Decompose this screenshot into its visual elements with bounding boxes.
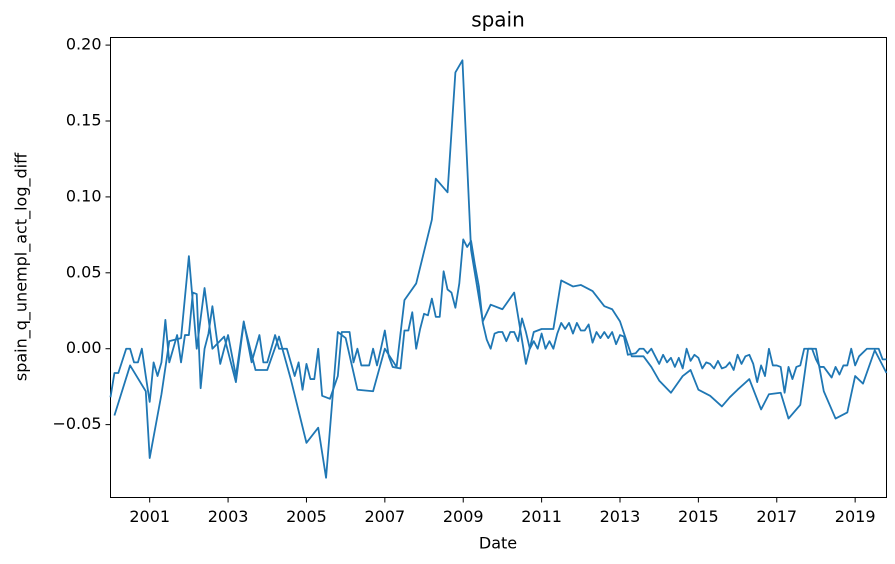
y-tick-label: 0.20 [66,35,102,54]
x-tick-label: 2015 [678,507,719,526]
y-tick-label: 0.15 [66,110,102,129]
y-tick-label: 0.10 [66,186,102,205]
x-tick-label: 2007 [364,507,405,526]
line-series [113,59,888,479]
chart-title: spain [471,8,525,32]
x-tick-label: 2017 [756,507,797,526]
x-tick-label: 2001 [129,507,170,526]
x-tick-label: 2003 [208,507,249,526]
x-axis-label: Date [479,534,517,553]
y-tick-label: 0.05 [66,262,102,281]
x-tick-label: 2009 [443,507,484,526]
line-series [109,238,887,403]
x-tick-label: 2019 [835,507,876,526]
x-tick-label: 2013 [600,507,641,526]
x-tick-label: 2011 [521,507,562,526]
y-axis-label: spain_q_unempl_act_log_diff [12,152,32,381]
y-tick-label: −0.05 [52,414,101,433]
x-tick-label: 2005 [286,507,327,526]
y-tick-label: 0.00 [66,338,102,357]
plot-frame [110,37,887,498]
